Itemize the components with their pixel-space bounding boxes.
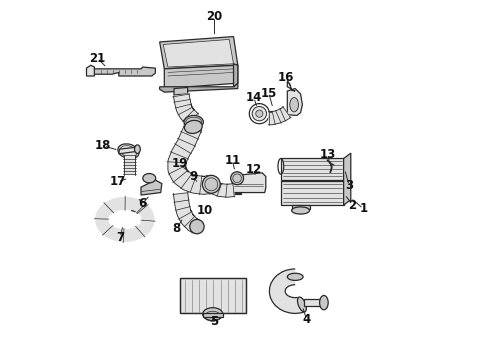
Polygon shape bbox=[203, 313, 223, 317]
Polygon shape bbox=[95, 197, 155, 242]
Text: 3: 3 bbox=[345, 179, 353, 192]
Text: 17: 17 bbox=[110, 175, 126, 188]
Text: 19: 19 bbox=[172, 157, 188, 170]
Polygon shape bbox=[234, 64, 238, 87]
Ellipse shape bbox=[184, 116, 203, 129]
Text: 13: 13 bbox=[319, 148, 336, 161]
Polygon shape bbox=[91, 67, 155, 76]
Polygon shape bbox=[87, 65, 95, 76]
Polygon shape bbox=[174, 87, 188, 95]
Polygon shape bbox=[163, 40, 234, 67]
Ellipse shape bbox=[290, 98, 298, 112]
Polygon shape bbox=[287, 89, 302, 116]
Bar bbox=[180, 278, 246, 314]
Text: 2: 2 bbox=[348, 199, 357, 212]
Ellipse shape bbox=[319, 296, 328, 310]
Ellipse shape bbox=[231, 172, 244, 185]
Polygon shape bbox=[160, 83, 238, 92]
Ellipse shape bbox=[118, 144, 139, 159]
Text: 9: 9 bbox=[189, 170, 197, 183]
Polygon shape bbox=[220, 185, 234, 195]
Text: 16: 16 bbox=[278, 71, 294, 84]
Polygon shape bbox=[269, 107, 291, 125]
Polygon shape bbox=[234, 193, 242, 194]
Ellipse shape bbox=[135, 145, 140, 153]
Text: 12: 12 bbox=[246, 163, 262, 176]
Polygon shape bbox=[281, 181, 343, 205]
Ellipse shape bbox=[297, 297, 306, 312]
Polygon shape bbox=[304, 299, 324, 306]
Polygon shape bbox=[173, 192, 200, 233]
Polygon shape bbox=[343, 153, 351, 205]
Text: 8: 8 bbox=[173, 222, 181, 235]
Polygon shape bbox=[168, 122, 212, 194]
Text: 1: 1 bbox=[359, 202, 368, 215]
Text: 18: 18 bbox=[95, 139, 112, 152]
Text: 15: 15 bbox=[261, 87, 277, 100]
Polygon shape bbox=[281, 158, 343, 180]
Polygon shape bbox=[124, 155, 135, 175]
Polygon shape bbox=[141, 180, 162, 195]
Polygon shape bbox=[119, 147, 138, 154]
Text: 14: 14 bbox=[246, 91, 262, 104]
Ellipse shape bbox=[190, 220, 204, 234]
Text: 5: 5 bbox=[210, 315, 219, 328]
Text: 4: 4 bbox=[302, 313, 311, 327]
Polygon shape bbox=[270, 269, 303, 314]
Text: 20: 20 bbox=[206, 10, 222, 23]
Ellipse shape bbox=[256, 110, 263, 117]
Polygon shape bbox=[164, 65, 238, 89]
Polygon shape bbox=[160, 37, 238, 69]
Ellipse shape bbox=[292, 207, 310, 214]
Text: 7: 7 bbox=[116, 231, 124, 244]
Polygon shape bbox=[232, 173, 266, 193]
Ellipse shape bbox=[143, 174, 156, 183]
Text: 11: 11 bbox=[224, 154, 241, 167]
Ellipse shape bbox=[252, 107, 267, 121]
Ellipse shape bbox=[287, 273, 303, 280]
Polygon shape bbox=[210, 181, 235, 197]
Text: 6: 6 bbox=[139, 197, 147, 210]
Bar bbox=[180, 278, 246, 314]
Polygon shape bbox=[173, 93, 198, 125]
Ellipse shape bbox=[203, 308, 223, 320]
Ellipse shape bbox=[184, 120, 202, 134]
Polygon shape bbox=[292, 205, 310, 210]
Polygon shape bbox=[287, 81, 295, 91]
Text: 21: 21 bbox=[89, 51, 105, 64]
Ellipse shape bbox=[202, 175, 220, 193]
Text: 10: 10 bbox=[196, 204, 213, 217]
